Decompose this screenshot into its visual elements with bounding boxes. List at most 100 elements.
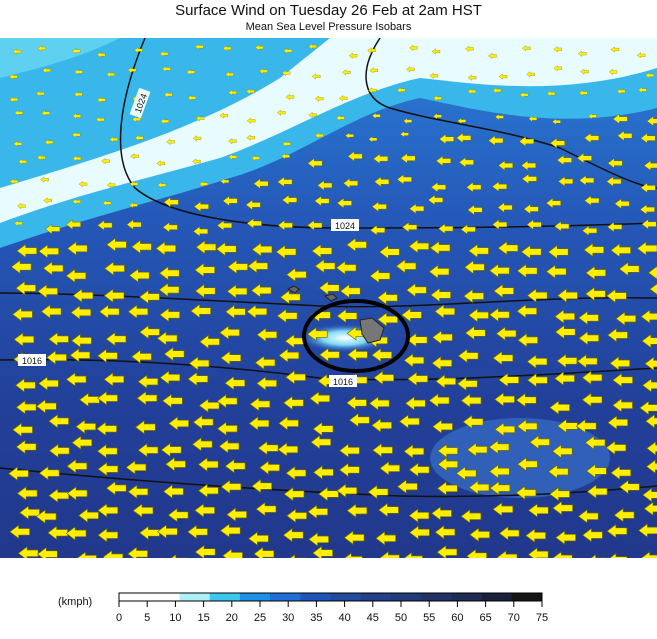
wind-arrow (489, 480, 511, 496)
wind-arrow (192, 135, 202, 142)
wind-arrow (428, 264, 450, 279)
wind-arrow (649, 283, 657, 295)
wind-arrow (435, 155, 451, 167)
wind-arrow (222, 548, 243, 558)
wind-arrow (374, 176, 390, 188)
wind-arrow (66, 486, 88, 501)
wind-arrow (348, 52, 358, 59)
wind-arrow (644, 356, 657, 371)
wind-arrow (336, 197, 352, 209)
wind-arrow (42, 261, 64, 276)
wind-arrow (607, 221, 623, 233)
wind-arrow (188, 356, 210, 371)
wind-arrow (492, 87, 502, 94)
wind-arrow (219, 523, 241, 538)
wind-arrow (225, 71, 234, 78)
wind-arrow (192, 226, 209, 237)
wind-arrow (38, 376, 59, 391)
wind-arrow (408, 239, 430, 254)
wind-arrow (65, 219, 81, 230)
colorbar-cell (511, 593, 543, 601)
wind-arrows (8, 43, 657, 558)
wind-arrow (526, 288, 548, 303)
wind-arrow (367, 47, 376, 54)
wind-arrow (159, 50, 169, 57)
colorbar-cell (270, 593, 301, 601)
wind-arrow (526, 372, 548, 388)
wind-arrow (467, 204, 483, 216)
wind-arrow (251, 478, 273, 494)
wind-arrow (72, 113, 81, 120)
wind-arrow (582, 527, 603, 543)
wind-arrow (228, 89, 237, 96)
wind-arrow (469, 527, 490, 542)
wind-arrow (248, 416, 270, 431)
colorbar-cell (149, 593, 180, 601)
wind-arrow (218, 439, 240, 454)
wind-arrow (608, 68, 618, 75)
wind-arrow (224, 375, 246, 391)
colorbar-tick-label: 20 (225, 612, 238, 624)
wind-arrow (195, 115, 205, 122)
wind-arrow (646, 441, 657, 456)
wind-arrow (586, 463, 607, 479)
wind-arrow (433, 95, 442, 102)
wind-arrow (125, 460, 147, 475)
wind-arrow (19, 505, 40, 520)
wind-arrow (307, 504, 329, 520)
wind-arrow (13, 332, 35, 347)
wind-arrow (609, 552, 628, 558)
wind-arrow (18, 158, 27, 165)
wind-arrow (312, 421, 334, 437)
colorbar-cell (330, 593, 362, 601)
highlight-circle (302, 299, 410, 373)
wind-arrow (554, 371, 575, 386)
wind-arrow (286, 508, 307, 524)
wind-arrow (9, 73, 18, 80)
wind-arrow (431, 48, 441, 55)
colorbar-cell (481, 593, 513, 601)
wind-arrow (468, 308, 489, 323)
wind-arrow (129, 180, 139, 187)
wind-arrow (106, 71, 115, 78)
wind-arrow (431, 506, 452, 521)
wind-arrow (612, 398, 633, 413)
wind-arrow (45, 223, 61, 235)
wind-arrow (48, 488, 70, 503)
wind-arrow (318, 486, 339, 502)
wind-arrow (395, 258, 417, 274)
wind-arrow (488, 464, 510, 479)
wind-arrow (521, 173, 537, 185)
light-wind-patch (430, 418, 610, 498)
wind-arrow (488, 439, 510, 455)
wind-arrow (283, 486, 305, 502)
colorbar-cell (239, 593, 271, 601)
wind-arrow (460, 509, 482, 524)
wind-arrow (496, 550, 518, 558)
wind-arrow (128, 268, 150, 283)
wind-arrow (247, 258, 269, 274)
wind-arrow (467, 74, 477, 81)
wind-arrow (549, 400, 570, 415)
wind-arrow (403, 118, 412, 125)
wind-arrow (494, 422, 516, 437)
colorbar-unit: (kmph) (58, 596, 93, 608)
wind-arrow (317, 180, 333, 191)
wind-arrow (104, 261, 125, 276)
wind-arrow (523, 203, 539, 215)
wind-arrow (15, 439, 37, 455)
wind-arrow (254, 355, 276, 370)
wind-arrow (162, 484, 184, 499)
wind-arrow (468, 243, 489, 259)
wind-arrow (137, 374, 159, 389)
wind-arrow (314, 258, 336, 274)
wind-arrow (575, 418, 597, 434)
wind-arrow (127, 67, 137, 74)
wind-arrow (614, 198, 630, 209)
wind-arrow (197, 457, 219, 472)
wind-arrow (554, 309, 576, 324)
wind-arrow (639, 400, 657, 416)
wind-arrow (371, 418, 392, 433)
wind-arrow (342, 178, 359, 189)
wind-arrow (222, 45, 232, 52)
